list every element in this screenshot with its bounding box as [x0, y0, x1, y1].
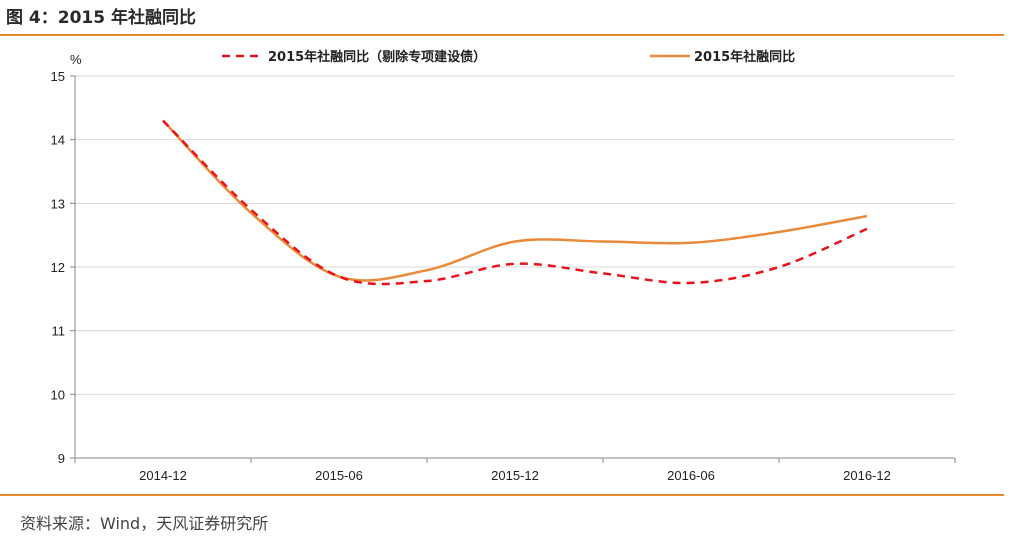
legend: 2015年社融同比（剔除专项建设债） 2015年社融同比: [222, 49, 795, 65]
legend-label: 2015年社融同比: [694, 49, 795, 65]
x-tick-label: 2015-06: [315, 468, 363, 483]
y-tick-label: 15: [51, 69, 65, 84]
y-tick-labels: 15 14 13 12 11 10 9: [51, 69, 65, 466]
y-tick-label: 13: [51, 196, 65, 211]
top-rule: [0, 34, 1004, 36]
series-lines: [162, 119, 868, 286]
series-line-total: [162, 119, 868, 282]
y-tick-label: 10: [51, 387, 65, 402]
x-tick-label: 2016-06: [667, 468, 715, 483]
figure-title: 图 4：2015 年社融同比: [6, 8, 196, 28]
y-axis-unit-label: %: [70, 52, 82, 67]
axes: [70, 75, 956, 463]
y-tick-label: 9: [58, 451, 65, 466]
y-tick-label: 14: [51, 133, 65, 148]
x-tick-label: 2016-12: [843, 468, 891, 483]
source-note: 资料来源：Wind，天风证券研究所: [20, 514, 269, 533]
bottom-rule: [0, 494, 1004, 496]
y-tick-label: 11: [52, 324, 66, 339]
x-tick-labels: 2014-12 2015-06 2015-12 2016-06 2016-12: [139, 468, 891, 483]
x-tick-label: 2014-12: [139, 468, 187, 483]
x-tick-label: 2015-12: [491, 468, 539, 483]
legend-label: 2015年社融同比（剔除专项建设债）: [268, 49, 486, 65]
series-line-adjusted: [162, 119, 868, 286]
gridlines: [75, 75, 955, 395]
y-tick-label: 12: [51, 260, 65, 275]
line-chart: 15 14 13 12 11 10 9 2014-12 2015-06 2015-12 2016-…: [51, 49, 956, 483]
